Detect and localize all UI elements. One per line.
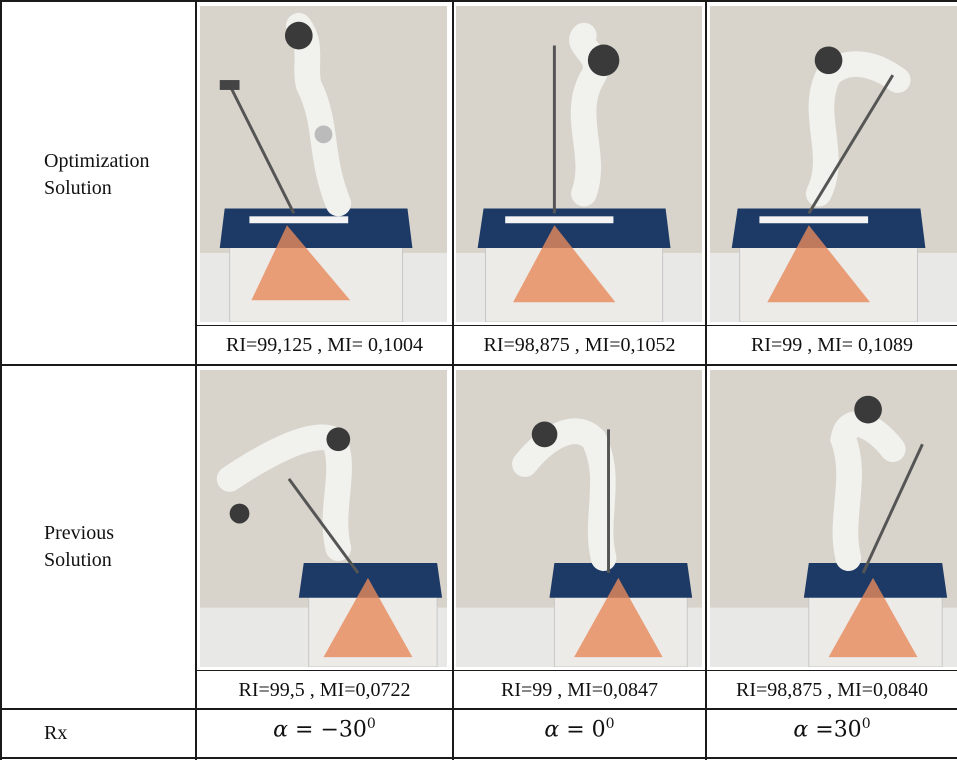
caption-optimization-alpha-minus30: RI=99,125 , MI= 0,1004	[225, 334, 423, 356]
caption-optimization-alpha-0: RI=98,875 , MI=0,1052	[483, 334, 676, 356]
caption-previous-alpha-30: RI=98,875 , MI=0,0840	[735, 679, 928, 701]
row-divider-1	[0, 364, 957, 366]
photo-optimization-alpha-minus30	[200, 6, 447, 322]
row-label-rx: Rx	[44, 722, 68, 744]
rx-alpha-minus30: α = −300	[273, 716, 376, 743]
table-border-left	[0, 0, 2, 760]
photo-optimization-alpha-0	[456, 6, 702, 322]
row-label-previous: Previous Solution	[44, 522, 114, 571]
photo-previous-alpha-minus30	[200, 370, 447, 667]
caption-optimization-alpha-30: RI=99 , MI= 0,1089	[750, 334, 913, 356]
caption-rule-1	[195, 325, 957, 326]
rx-alpha-0: α = 00	[544, 716, 615, 743]
col-divider-3	[705, 0, 707, 760]
photo-previous-alpha-30	[710, 370, 957, 667]
col-divider-1	[195, 0, 197, 760]
table-border-top	[0, 0, 957, 2]
row-divider-2	[0, 708, 957, 710]
caption-rule-2	[195, 670, 957, 671]
col-divider-2	[452, 0, 454, 760]
caption-previous-alpha-0: RI=99 , MI=0,0847	[500, 679, 658, 701]
photo-optimization-alpha-30	[710, 6, 957, 322]
row-label-optimization: Optimization Solution	[44, 150, 150, 199]
photo-previous-alpha-0	[456, 370, 702, 667]
caption-previous-alpha-minus30: RI=99,5 , MI=0,0722	[238, 679, 411, 701]
rx-alpha-30: α =300	[793, 716, 871, 743]
table-border-bottom	[0, 757, 957, 759]
